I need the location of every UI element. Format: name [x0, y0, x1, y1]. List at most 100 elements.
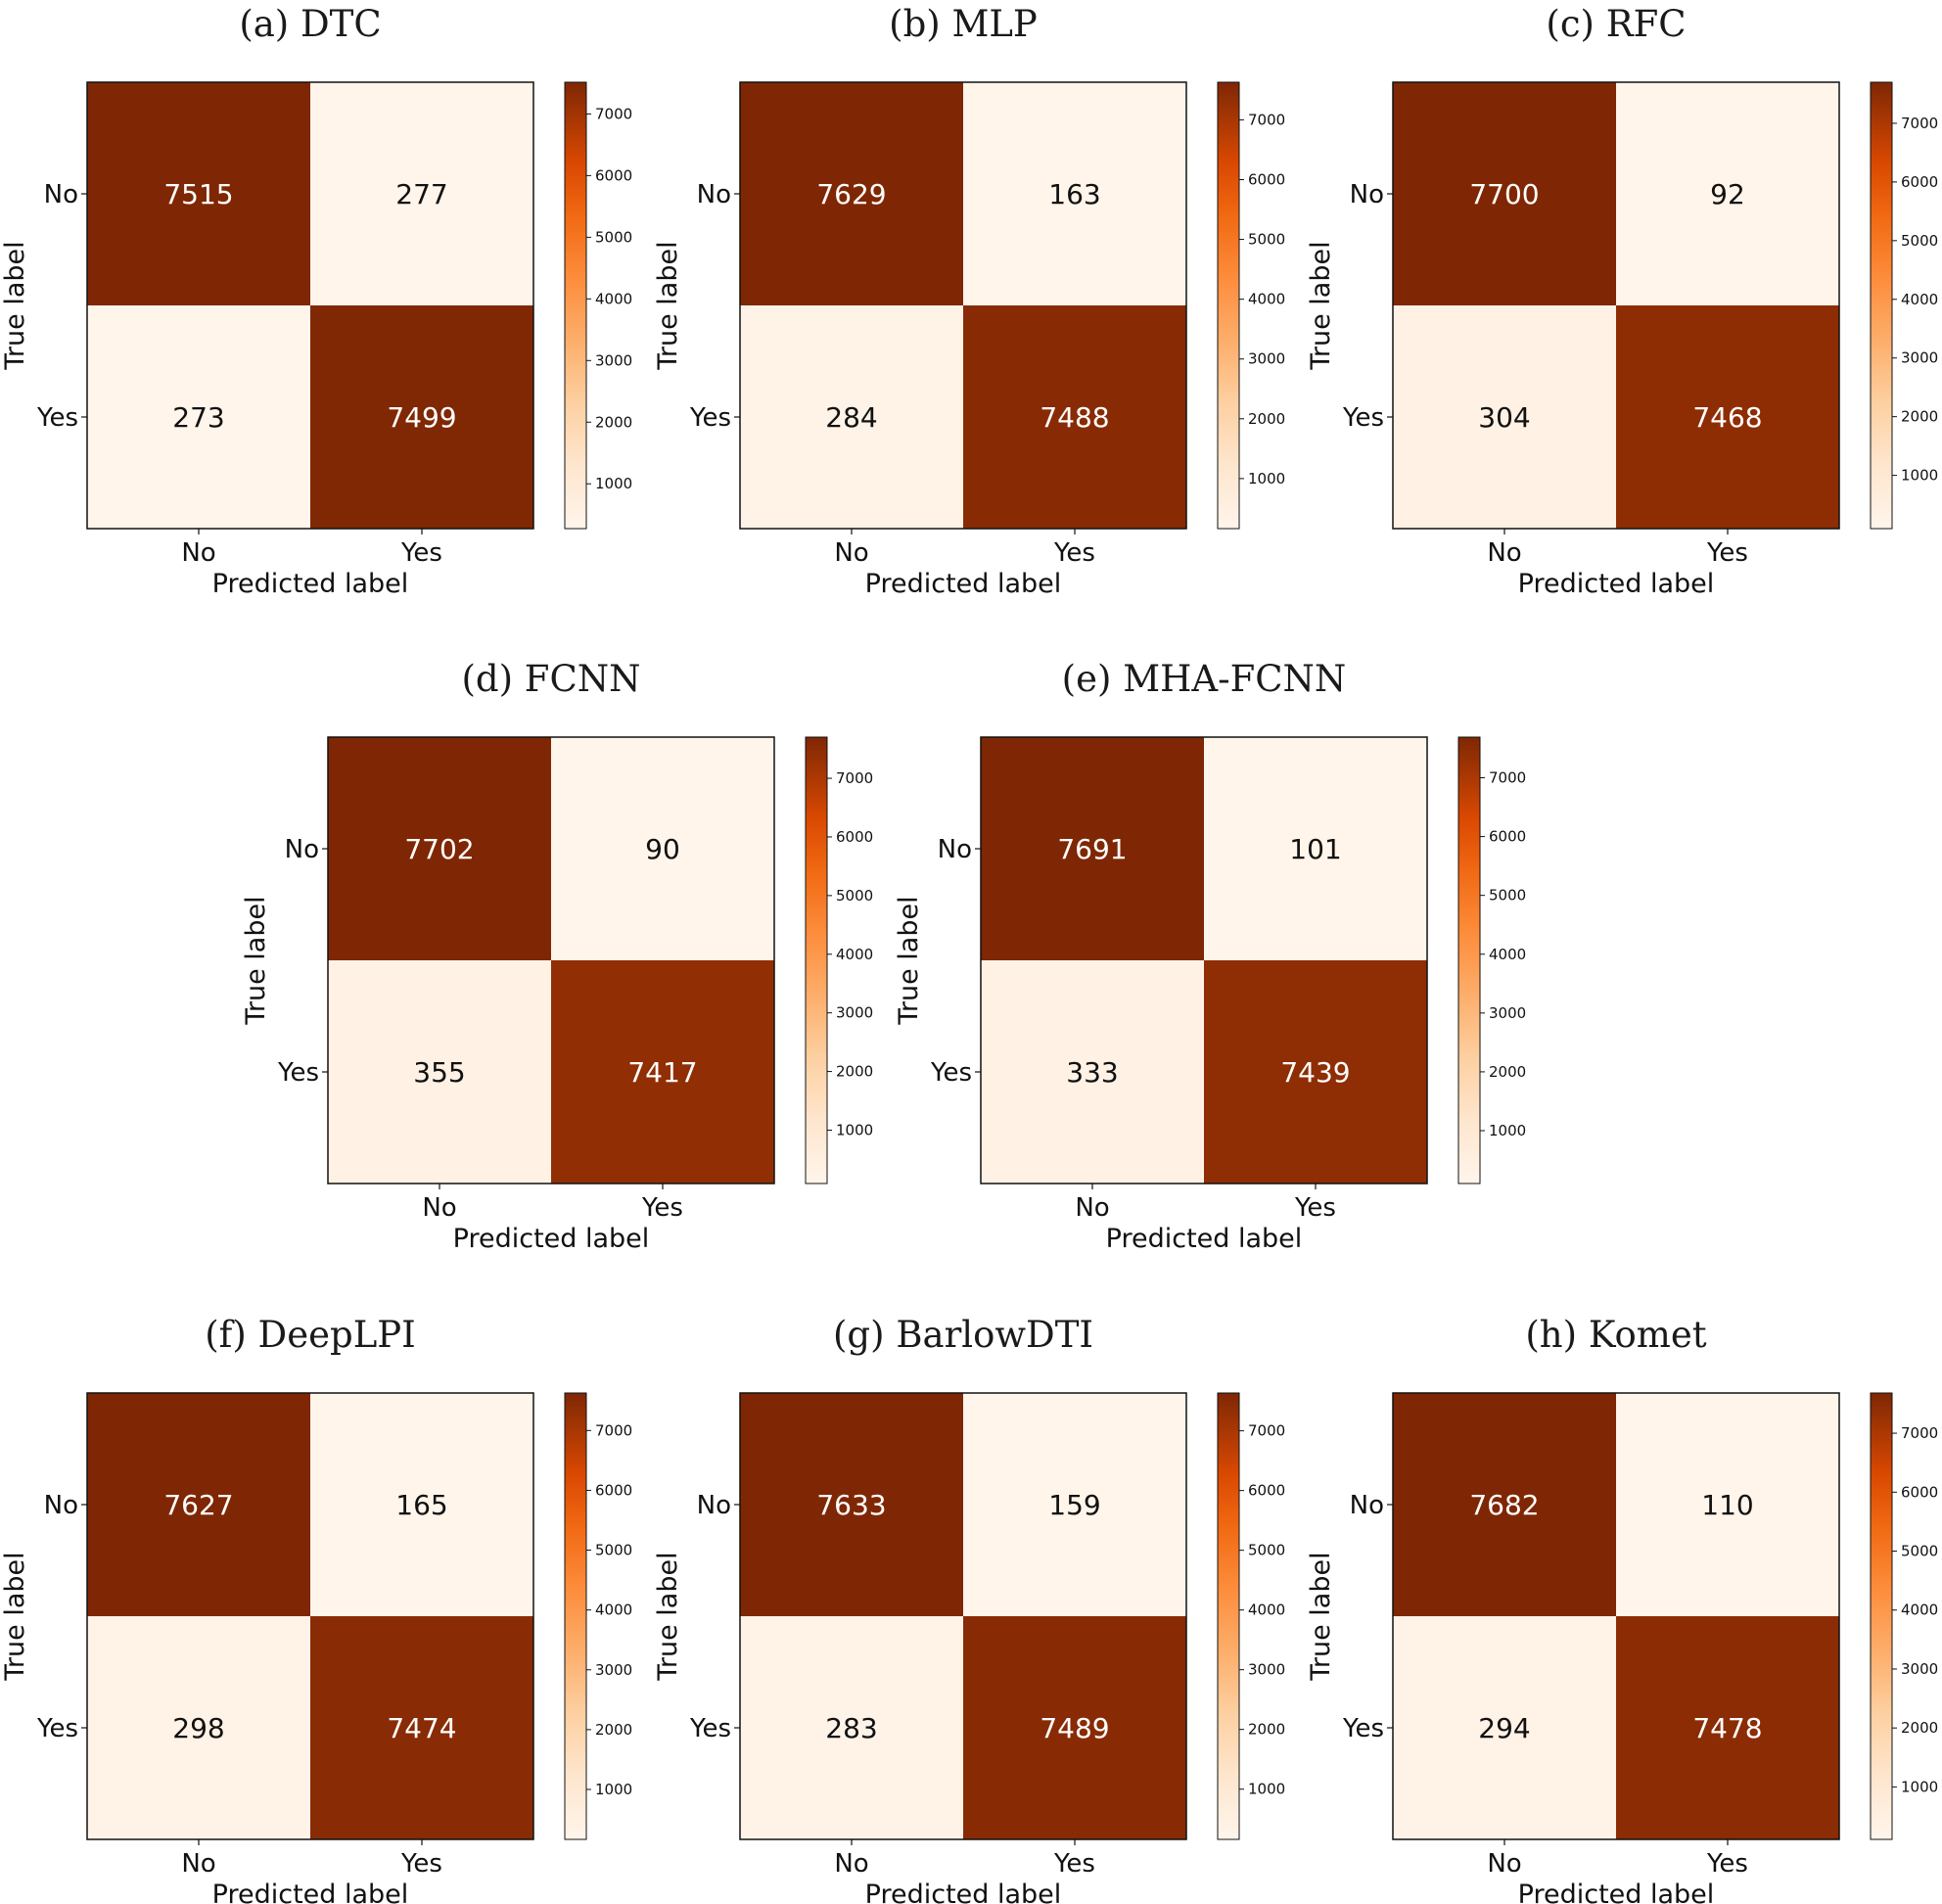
colorbar: [564, 81, 587, 530]
colorbar-tick-label: 5000: [595, 228, 632, 246]
colorbar-tick-label: 3000: [1489, 1004, 1526, 1022]
x-tick-label: Yes: [1294, 1193, 1336, 1223]
cell-value-label: 7515: [163, 178, 233, 210]
colorbar-tick-label: 6000: [1248, 1482, 1285, 1500]
colorbar-tick-label: 7000: [595, 1421, 632, 1439]
cell-value-label: 304: [1478, 401, 1530, 434]
colorbar: [805, 736, 828, 1184]
colorbar-tick-label: 1000: [595, 1781, 632, 1798]
colorbar-tick-label: 3000: [1901, 349, 1938, 367]
colorbar-tick-label: 5000: [1901, 232, 1938, 250]
panel-title: (a) DTC: [239, 3, 381, 45]
colorbar-tick-label: 1000: [1901, 1778, 1938, 1795]
matrix-frame: [327, 736, 775, 1184]
cell-value-label: 7691: [1057, 833, 1127, 865]
x-tick-label: Yes: [1706, 538, 1748, 568]
colorbar-tick-label: 2000: [1248, 1721, 1285, 1739]
matrix-cell: [310, 1393, 533, 1616]
matrix-cell: [1393, 305, 1616, 529]
cell-value-label: 110: [1701, 1489, 1753, 1521]
cell-value-label: 277: [395, 178, 447, 210]
x-axis-label: Predicted label: [453, 1224, 650, 1254]
colorbar-tick-label: 2000: [836, 1063, 873, 1081]
colorbar-tick-label: 7000: [836, 769, 873, 787]
colorbar-tick-label: 6000: [1489, 828, 1526, 846]
cell-value-label: 92: [1710, 178, 1745, 210]
colorbar-tick-label: 2000: [595, 1721, 632, 1739]
cell-value-label: 294: [1478, 1712, 1530, 1744]
matrix-cell: [740, 1393, 963, 1616]
x-axis-label: Predicted label: [865, 1880, 1062, 1904]
colorbar-tick-label: 7000: [1248, 111, 1285, 128]
matrix-cell: [740, 82, 963, 305]
matrix-frame: [739, 81, 1187, 530]
cell-value-label: 355: [413, 1056, 465, 1089]
panel-title: (c) RFC: [1546, 3, 1686, 45]
colorbar-tick-label: 4000: [1248, 291, 1285, 308]
matrix-frame: [1392, 1392, 1840, 1840]
panel-title: (f) DeepLPI: [205, 1314, 416, 1356]
colorbar-tick-label: 5000: [1248, 1542, 1285, 1559]
x-tick-label: No: [834, 1849, 868, 1879]
matrix-cell: [310, 82, 533, 305]
x-tick-label: Yes: [400, 538, 442, 568]
cell-value-label: 90: [645, 833, 680, 865]
colorbar-tick-label: 3000: [1248, 350, 1285, 368]
colorbar-tick-label: 3000: [595, 351, 632, 369]
matrix-cell: [1616, 305, 1839, 529]
cell-value-label: 163: [1048, 178, 1100, 210]
matrix-cell: [87, 1393, 310, 1616]
x-axis-label: Predicted label: [212, 1880, 409, 1904]
cell-value-label: 7417: [627, 1056, 697, 1089]
colorbar-tick-label: 1000: [836, 1121, 873, 1138]
matrix-cell: [963, 82, 1186, 305]
colorbar-tick-label: 1000: [1248, 1781, 1285, 1798]
colorbar-tick-label: 2000: [1248, 410, 1285, 428]
y-tick-label: Yes: [689, 1714, 731, 1743]
x-tick-label: No: [181, 1849, 215, 1879]
colorbar-tick-label: 4000: [1901, 291, 1938, 308]
panel-title: (d) FCNN: [461, 658, 640, 700]
colorbar-tick-label: 3000: [1901, 1660, 1938, 1678]
y-axis-label: True label: [653, 1552, 683, 1681]
panel-title: (h) Komet: [1525, 1314, 1706, 1356]
matrix-cell: [1393, 82, 1616, 305]
x-tick-label: No: [181, 538, 215, 568]
colorbar-tick-label: 6000: [836, 828, 873, 846]
cell-value-label: 284: [825, 401, 877, 434]
colorbar-tick-label: 5000: [1248, 231, 1285, 249]
matrix-cell: [963, 1393, 1186, 1616]
colorbar-tick-label: 3000: [1248, 1661, 1285, 1679]
matrix-cell: [87, 82, 310, 305]
y-tick-label: No: [1350, 180, 1384, 209]
matrix-cell: [1616, 82, 1839, 305]
x-tick-label: No: [1487, 1849, 1521, 1879]
colorbar-tick-label: 2000: [1489, 1063, 1526, 1081]
cell-value-label: 273: [172, 401, 224, 434]
cell-value-label: 7474: [387, 1712, 456, 1744]
matrix-cell: [1204, 960, 1427, 1184]
matrix-frame: [86, 81, 534, 530]
colorbar-tick-label: 2000: [1901, 408, 1938, 426]
y-tick-label: No: [697, 180, 731, 209]
y-axis-label: True label: [0, 1552, 30, 1681]
y-tick-label: Yes: [36, 1714, 78, 1743]
colorbar-tick-label: 6000: [595, 1481, 632, 1499]
colorbar-tick-label: 7000: [595, 105, 632, 122]
y-tick-label: Yes: [277, 1058, 319, 1088]
y-axis-label: True label: [241, 896, 271, 1025]
y-axis-label: True label: [0, 241, 30, 370]
y-tick-label: Yes: [689, 403, 731, 433]
colorbar-tick-label: 2000: [1901, 1719, 1938, 1737]
matrix-cell: [1393, 1616, 1616, 1839]
matrix-frame: [739, 1392, 1187, 1840]
colorbar-tick-label: 7000: [1248, 1422, 1285, 1440]
y-tick-label: No: [44, 180, 78, 209]
matrix-frame: [1392, 81, 1840, 530]
x-axis-label: Predicted label: [1518, 1880, 1715, 1904]
matrix-cell: [551, 960, 774, 1184]
y-axis-label: True label: [653, 241, 683, 370]
